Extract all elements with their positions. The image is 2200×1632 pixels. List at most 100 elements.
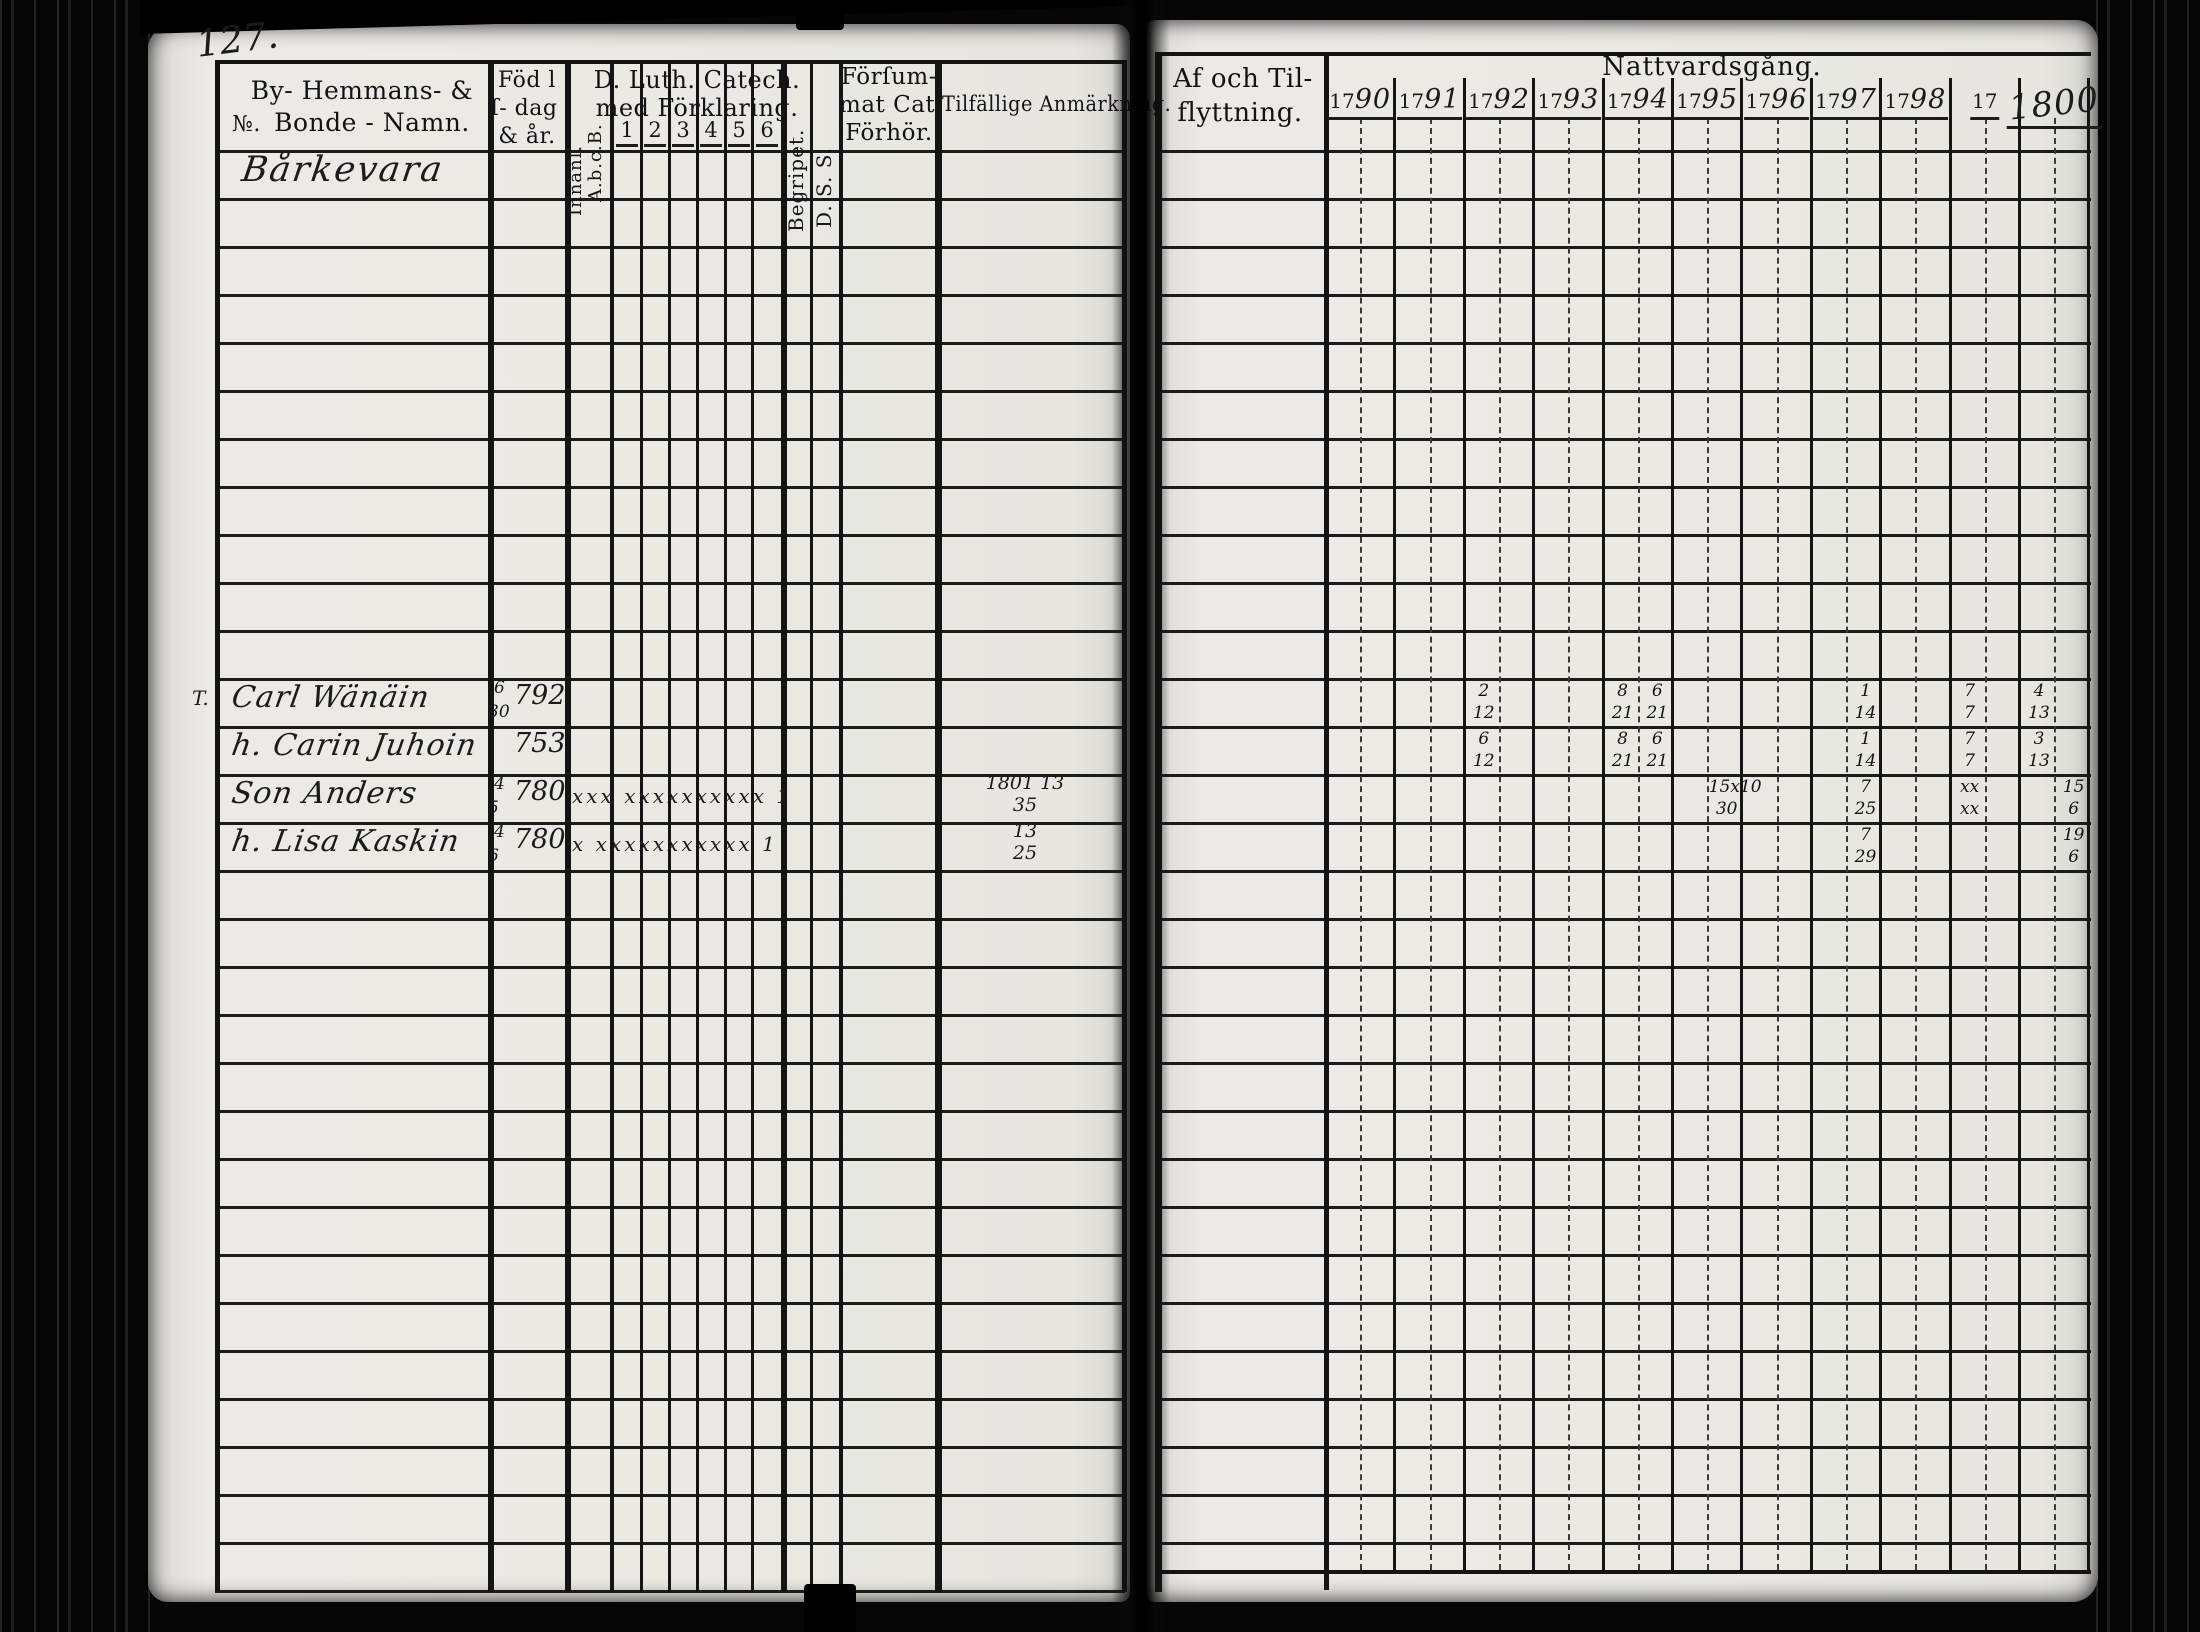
entry-name: Carl Wänäin xyxy=(229,680,433,715)
communion-date-mark: 2 12 xyxy=(1466,680,1502,724)
communion-date-mark: 3 13 xyxy=(2021,728,2057,772)
year-label-printed: 17 xyxy=(1884,89,1910,113)
dss-header: D. S. S. xyxy=(812,146,836,228)
communion-date-bottom: 12 xyxy=(1472,703,1495,723)
communion-date-top: 1 xyxy=(1860,729,1871,749)
communion-date-mark: 8 21 xyxy=(1605,728,1641,772)
entry-catech-marks: x xxxxxxxxxxx 1 xyxy=(572,832,778,856)
entry-name: Son Anders xyxy=(229,776,420,811)
catech-header-2: med Förklaring. xyxy=(595,94,799,122)
communion-date-top: 15x10 xyxy=(1708,777,1762,797)
communion-date-mark: 15x10 30 xyxy=(1708,776,1762,820)
communion-header: Nattvardsgång. xyxy=(1602,52,1822,82)
entry-birth-day2: 5 xyxy=(488,798,499,818)
entry-birth-year: 780 xyxy=(514,824,566,855)
column-divider xyxy=(640,60,643,1592)
column-divider xyxy=(610,60,614,1592)
year-label: 1800 xyxy=(2006,79,2102,129)
entry-birth-year: 780 xyxy=(514,776,566,807)
communion-date-bottom: 14 xyxy=(1854,703,1877,723)
number-column-header: №. xyxy=(232,112,261,137)
communion-date-bottom: 21 xyxy=(1646,703,1669,723)
entry-birth-year: 753 xyxy=(514,728,566,759)
communion-date-top: 6 xyxy=(1651,681,1663,701)
year-label-printed: 17 xyxy=(1398,89,1425,113)
column-divider xyxy=(215,60,220,1592)
year-label-printed: 17 xyxy=(1815,89,1841,113)
year-label-handwritten: 93 xyxy=(1562,84,1600,115)
communion-date-mark: 4 13 xyxy=(2021,680,2057,724)
forhor-header-3: Förhör. xyxy=(845,120,933,146)
communion-date-top: 3 xyxy=(2033,729,2045,749)
communion-date-mark: 8 21 xyxy=(1605,680,1641,724)
communion-date-top: 8 xyxy=(1617,729,1628,749)
right-table-top-border xyxy=(1155,52,2091,56)
forhor-header-1: Förſum- xyxy=(841,64,937,90)
entry-name: h. Carin Juhoin xyxy=(229,728,480,763)
communion-date-bottom: 12 xyxy=(1472,751,1495,771)
year-label: 1798 xyxy=(1882,84,1949,120)
year-label-handwritten: 94 xyxy=(1632,84,1669,115)
catech-grade-label: 3 xyxy=(672,118,694,147)
year-label-handwritten: 95 xyxy=(1701,84,1739,115)
entry-remark-line1: 1801 13 xyxy=(985,772,1065,794)
communion-date-mark: 6 12 xyxy=(1466,728,1502,772)
year-column: 1790 xyxy=(1327,78,1397,1570)
forhor-header-2: mat Cat. xyxy=(839,92,943,118)
year-column: 1797 xyxy=(1813,78,1883,1570)
year-column: 1800 xyxy=(2006,78,2102,1570)
column-divider xyxy=(781,60,787,1592)
year-label: 1790 xyxy=(1327,84,1394,120)
household-entry-row: T. Carl Wänäin 6 30 792 xyxy=(148,678,1130,726)
book-binding xyxy=(1112,0,1170,1632)
column-divider xyxy=(839,60,843,1592)
entry-birth-day2: 6 xyxy=(488,846,499,866)
left-scan-margin xyxy=(0,0,150,1632)
communion-date-bottom: xx xyxy=(1960,799,1980,819)
communion-date-mark: 1 14 xyxy=(1848,728,1884,772)
entry-catech-marks: xxx xxxxxxxxxx 1 xyxy=(572,784,793,808)
communion-date-top: 7 xyxy=(1964,681,1975,701)
column-divider xyxy=(488,60,494,1592)
communion-date-mark: 6 21 xyxy=(1639,728,1675,772)
communion-date-bottom: 14 xyxy=(1854,751,1877,771)
year-label-handwritten: 97 xyxy=(1840,84,1877,115)
communion-date-top: 4 xyxy=(2033,681,2045,701)
year-column: 17 xyxy=(1952,78,2021,1570)
communion-date-bottom: 13 xyxy=(2028,751,2050,771)
catech-grade-label: 6 xyxy=(756,118,778,147)
entry-birth-day: 6 xyxy=(494,678,505,698)
year-label-handwritten: 92 xyxy=(1493,84,1530,115)
year-label-printed: 17 xyxy=(1972,89,1998,113)
year-column: 1791 xyxy=(1396,78,1466,1570)
communion-date-bottom: 6 xyxy=(2068,799,2080,819)
year-column: 1798 xyxy=(1882,78,1952,1570)
year-column: 1792 xyxy=(1466,78,1536,1570)
entry-remark-line1: 13 xyxy=(1012,820,1038,842)
entry-name: h. Lisa Kaskin xyxy=(229,824,463,859)
moving-header-2: flyttning. xyxy=(1177,98,1303,128)
communion-date-top: 6 xyxy=(1478,729,1490,749)
communion-date-top: 19 xyxy=(2062,825,2085,845)
column-divider xyxy=(668,60,671,1592)
year-label: 1793 xyxy=(1535,84,1602,120)
catech-grade-label: 2 xyxy=(644,118,666,147)
communion-date-top: 7 xyxy=(1964,729,1975,749)
communion-date-bottom: 13 xyxy=(2028,703,2050,723)
communion-date-top: 7 xyxy=(1860,777,1871,797)
communion-date-bottom: 21 xyxy=(1646,751,1669,771)
column-divider xyxy=(696,60,699,1592)
communion-date-bottom: 30 xyxy=(1715,799,1738,819)
communion-date-bottom: 7 xyxy=(1964,751,1975,771)
year-label: 1797 xyxy=(1813,84,1879,120)
year-column: 1794 xyxy=(1604,78,1674,1570)
year-label-handwritten: 96 xyxy=(1771,84,1808,115)
entry-birth-day: 4 xyxy=(494,774,505,794)
catech-header-1: D. Luth. Catech. xyxy=(593,66,801,94)
year-column: 1795 xyxy=(1674,78,1744,1570)
household-entry-row: Son Anders 4 5 780 xxx xxxxxxxxxx 1 1801 13 35 xyxy=(148,772,1130,822)
communion-date-bottom: 29 xyxy=(1854,847,1877,867)
name-column-header-1: By- Hemmans- & xyxy=(250,76,474,105)
